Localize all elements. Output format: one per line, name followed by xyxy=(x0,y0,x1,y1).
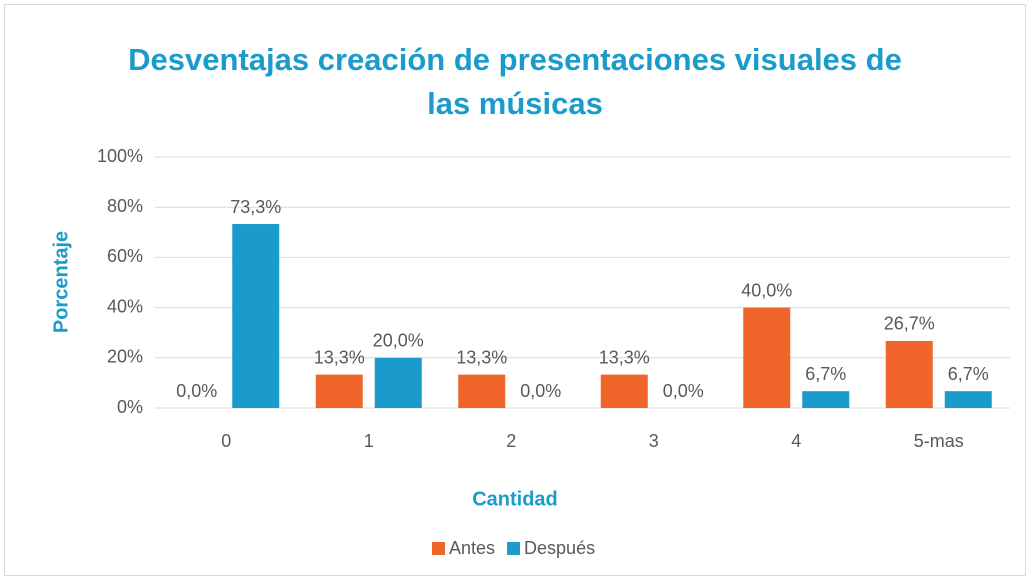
bar xyxy=(743,307,791,408)
data-label: 0,0% xyxy=(520,381,561,401)
bar xyxy=(944,391,992,408)
x-tick-label: 5-mas xyxy=(914,431,964,451)
y-tick-label: 40% xyxy=(107,296,143,316)
legend-label: Después xyxy=(524,538,595,558)
x-tick-label: 2 xyxy=(506,431,516,451)
y-axis-label: Porcentaje xyxy=(50,231,72,333)
data-label: 6,7% xyxy=(805,364,846,384)
legend-label: Antes xyxy=(449,538,495,558)
x-tick-label: 4 xyxy=(791,431,801,451)
bar xyxy=(232,224,280,408)
y-tick-label: 20% xyxy=(107,347,143,367)
data-label: 73,3% xyxy=(230,197,281,217)
x-tick-label: 0 xyxy=(221,431,231,451)
x-axis-label: Cantidad xyxy=(472,488,558,510)
data-label: 13,3% xyxy=(456,347,507,367)
data-label: 40,0% xyxy=(741,280,792,300)
chart-title: Desventajas creación de presentaciones v… xyxy=(128,42,902,121)
bar xyxy=(315,374,363,408)
chart-border xyxy=(4,4,1026,576)
legend-swatch xyxy=(507,542,521,555)
data-label: 0,0% xyxy=(663,381,704,401)
x-tick-label: 1 xyxy=(364,431,374,451)
y-tick-label: 100% xyxy=(97,146,143,166)
bar xyxy=(374,357,422,408)
y-tick-label: 60% xyxy=(107,246,143,266)
data-label: 13,3% xyxy=(599,347,650,367)
data-label: 20,0% xyxy=(373,331,424,351)
data-label: 26,7% xyxy=(884,314,935,334)
data-label: 0,0% xyxy=(176,381,217,401)
y-tick-label: 0% xyxy=(117,397,143,417)
data-label: 6,7% xyxy=(948,364,989,384)
bar xyxy=(600,374,648,408)
y-tick-label: 80% xyxy=(107,196,143,216)
legend-swatch xyxy=(432,542,445,555)
data-label: 13,3% xyxy=(314,347,365,367)
bar xyxy=(458,374,506,408)
x-tick-label: 3 xyxy=(649,431,659,451)
bar xyxy=(802,391,850,408)
bar xyxy=(885,340,933,408)
